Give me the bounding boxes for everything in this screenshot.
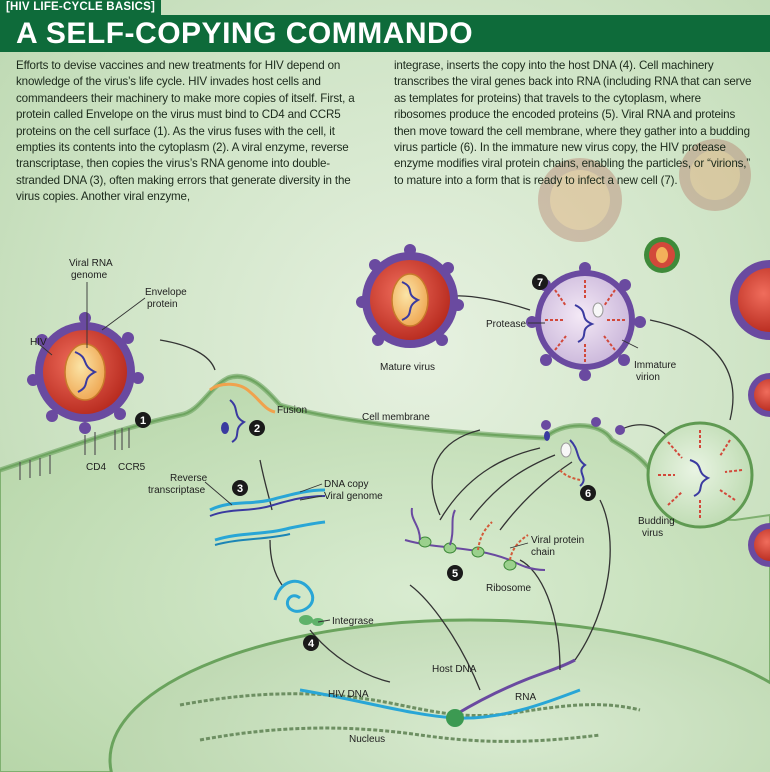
step-marker-1: 1 [135,412,151,428]
label-hiv-dna: HIV DNA [328,689,369,700]
label-mature-virus: Mature virus [380,362,435,373]
immature-virion [526,262,646,381]
label-viral-rna-genome: Viral RNA [69,258,113,269]
step-marker-4: 4 [303,635,319,651]
nucleus-body [108,618,770,772]
label-immature-virion-2: virion [636,372,660,383]
host-dna-strand [179,692,641,718]
step-number: 7 [537,277,543,289]
label-viral-genome: Viral genome [324,491,383,502]
step-number: 5 [452,568,458,580]
ribosome-group [404,507,546,571]
label-integrase: Integrase [332,616,374,627]
background-viruses [538,139,751,242]
hiv-virus [27,312,144,434]
label-ccr5: CCR5 [118,462,146,473]
label-nucleus: Nucleus [349,734,385,745]
label-reverse-transcriptase: Reverse [170,473,208,484]
label-envelope-protein: Envelope [145,287,187,298]
label-hiv: HIV [30,337,47,348]
label-budding-virus-2: virus [642,528,663,539]
intro-text-column-2: integrase, inserts the copy into the hos… [394,59,752,187]
label-viral-protein-chain: Viral protein [531,535,584,546]
step-number: 6 [585,488,591,500]
step-number: 2 [254,423,260,435]
label-protease: Protease [486,319,526,330]
label-rna: RNA [515,692,536,703]
step-marker-3: 3 [232,480,248,496]
step-marker-5: 5 [447,565,463,581]
cd4-ccr5-receptors [19,428,130,480]
polymerase-blob [446,709,464,727]
step-number: 4 [308,638,315,650]
label-dna-copy: DNA copy [324,479,368,490]
section-tag: [HIV LIFE-CYCLE BASICS] [0,0,161,15]
edge-virus [730,260,770,567]
label-immature-virion: Immature [634,360,677,371]
step-marker-2: 2 [249,420,265,436]
budding-virus [646,421,754,529]
mature-virus [356,244,464,348]
title-bar: A SELF-COPYING COMMANDO [0,15,770,52]
budding-site [541,417,625,487]
fusion-complex [209,382,276,443]
label-cd4: CD4 [86,462,106,473]
leader-lines [39,282,639,623]
step-number: 1 [140,415,146,427]
cell-membrane-line [0,373,653,473]
label-cell-membrane: Cell membrane [362,412,430,423]
label-host-dna: Host DNA [432,664,477,675]
page-title: A SELF-COPYING COMMANDO [16,17,474,50]
reverse-transcription-dna [209,488,326,546]
intro-text-column-1: Efforts to devise vaccines and new treat… [16,59,355,204]
integrase-complex [273,579,324,626]
rna-transcript [454,658,576,717]
label-envelope-protein-2: protein [147,299,178,310]
step-number: 3 [237,483,243,495]
label-ribosome: Ribosome [486,583,531,594]
small-virus [644,237,680,273]
label-reverse-transcriptase-2: transcriptase [148,485,206,496]
label-viral-protein-chain-2: chain [531,547,555,558]
label-viral-rna-genome-2: genome [71,270,108,281]
step-marker-7: 7 [532,274,548,290]
label-fusion: Fusion [277,405,307,416]
step-marker-6: 6 [580,485,596,501]
host-dna-strand-2 [199,726,601,743]
label-budding-virus: Budding [638,516,675,527]
